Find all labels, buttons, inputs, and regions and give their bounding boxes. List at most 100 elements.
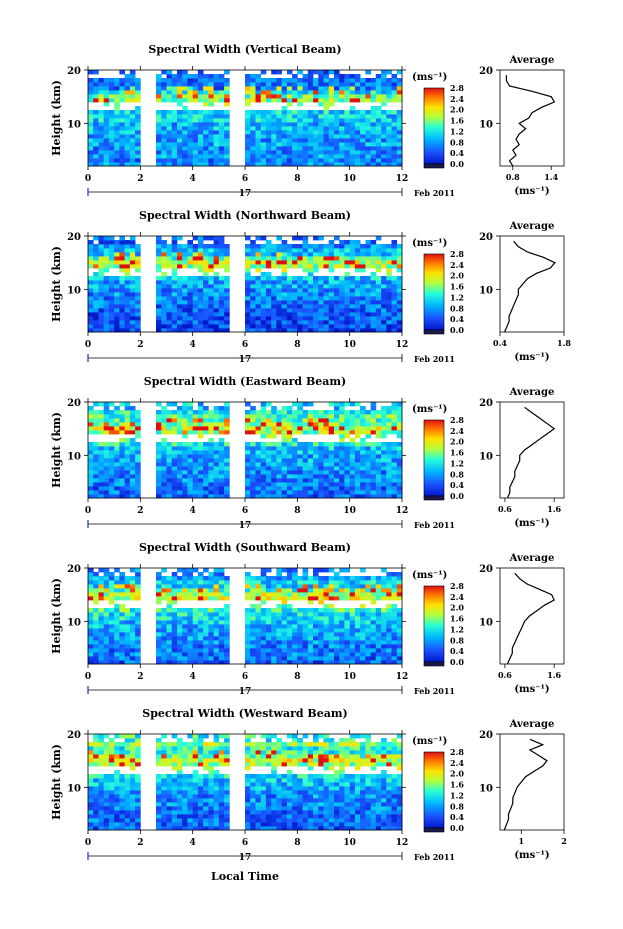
heatmap-cell [98,822,105,827]
heatmap-cell [98,442,105,447]
heatmap-cell [197,328,204,333]
heatmap-cell [381,304,387,309]
heatmap-cell [260,580,267,585]
beam-panel: Spectral Width (Eastward Beam)1020Height… [50,375,565,531]
heatmap-cell [318,102,324,107]
heatmap-cell [313,636,319,641]
heatmap-cell [286,568,293,573]
heatmap-cell [103,146,110,151]
heatmap-cell [255,118,262,123]
heatmap-cell [119,304,125,309]
heatmap-cell [381,414,387,419]
heatmap-cell [271,118,277,123]
average-x-label: (ms⁻¹) [514,186,549,197]
heatmap-cell [334,486,340,491]
heatmap-cell [265,78,272,83]
heatmap-cell [208,98,214,103]
heatmap-cell [297,90,303,95]
heatmap-cell [381,584,387,589]
heatmap-cell [177,134,183,139]
heatmap-cell [203,450,209,455]
heatmap-cell [365,616,371,621]
heatmap-cell [156,256,162,261]
heatmap-cell [375,596,382,601]
heatmap-cell [265,418,272,423]
heatmap-cell [108,656,115,661]
colorbar-tick-label: 1.2 [450,624,464,634]
heatmap-cell [297,588,303,593]
heatmap-cell [161,478,167,483]
heatmap-cell [370,142,377,147]
heatmap-cell [119,110,125,115]
heatmap-cell [276,292,282,297]
heatmap-cell [271,584,277,589]
heatmap-cell [307,584,314,589]
heatmap-cell [323,304,330,309]
heatmap-cell [386,146,392,151]
heatmap-cell [171,276,178,281]
heatmap-cell [281,288,288,293]
heatmap-cell [98,284,105,289]
heatmap-cell [360,430,366,435]
heatmap-cell [307,422,314,427]
colorbar-tick-label: 1.2 [450,292,464,302]
heatmap-cell [187,592,193,597]
heatmap-cell [197,94,204,99]
heatmap-cell [360,328,366,333]
heatmap-cell [245,474,251,479]
heatmap-cell [208,640,214,645]
heatmap-cell [129,150,136,155]
heatmap-cell [313,430,319,435]
heatmap-cell [375,312,382,317]
heatmap-cell [360,632,366,637]
heatmap-cell [396,146,403,151]
heatmap-cell [354,90,361,95]
heatmap-cell [135,126,141,131]
heatmap-cell [88,276,94,281]
heatmap-cell [323,114,330,119]
heatmap-cell [354,422,361,427]
heatmap-cell [328,98,335,103]
heatmap-cell [375,652,382,657]
heatmap-cell [245,320,251,325]
heatmap-cell [156,158,162,163]
heatmap-cell [93,94,99,99]
heatmap-cell [203,280,209,285]
heatmap-cell [187,114,193,119]
colorbar-tick-label: 0.8 [450,469,464,479]
heatmap-cell [334,612,340,617]
heatmap-cell [203,660,209,665]
colorbar-tick-label: 0.4 [450,148,464,158]
heatmap-cell [391,422,398,427]
heatmap-cell [208,446,214,451]
heatmap-cell [323,126,330,131]
heatmap-cell [224,466,230,471]
heatmap-cell [318,304,324,309]
heatmap-cell [124,474,131,479]
heatmap-cell [156,490,162,495]
heatmap-cell [171,260,178,265]
heatmap-cell [119,320,125,325]
heatmap-cell [177,620,183,625]
heatmap-cell [354,608,361,613]
heatmap-cell [307,272,314,277]
heatmap-cell [381,422,387,427]
heatmap-cell [177,324,183,329]
heatmap-cell [286,628,293,633]
heatmap-cell [276,490,282,495]
heatmap-cell [245,268,251,273]
heatmap-cell [88,466,94,471]
heatmap-cell [396,478,403,483]
heatmap-cell [344,454,350,459]
heatmap-cell [271,446,277,451]
heatmap-cell [192,118,199,123]
heatmap-cell [108,624,115,629]
heatmap-cell [307,74,314,79]
heatmap-cell [360,134,366,139]
heatmap-cell [187,478,193,483]
heatmap-cell [370,430,377,435]
heatmap-cell [250,126,256,131]
heatmap-cell [197,320,204,325]
heatmap-cell [171,296,178,301]
heatmap-cell [187,82,193,87]
